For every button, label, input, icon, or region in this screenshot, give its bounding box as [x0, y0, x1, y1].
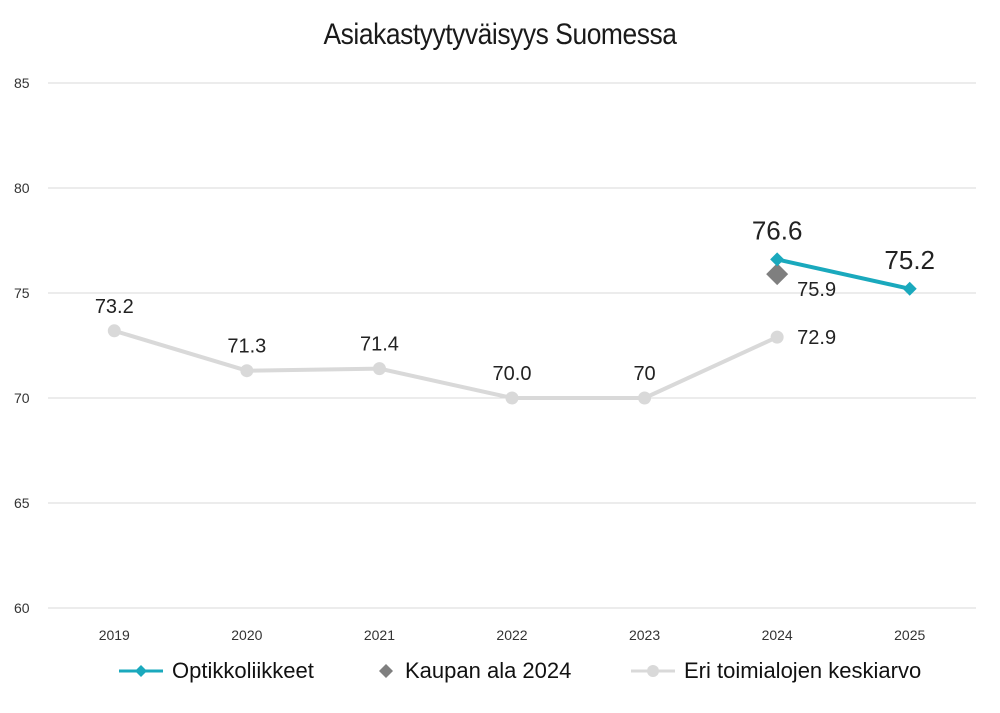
- x-axis-ticks: 2019 2020 2021 2022 2023 2024 2025: [99, 627, 926, 643]
- data-point-keskiarvo: [107, 324, 121, 338]
- legend-item-kaupan-ala: Kaupan ala 2024: [375, 654, 571, 688]
- x-tick-label: 2021: [364, 627, 395, 643]
- x-tick-label: 2025: [894, 627, 925, 643]
- y-tick-label: 60: [14, 600, 30, 616]
- data-point-keskiarvo: [240, 364, 254, 378]
- x-tick-label: 2020: [231, 627, 262, 643]
- data-label-keskiarvo: 73.2: [95, 296, 134, 318]
- legend: Optikkoliikkeet Kaupan ala 2024 Eri toim…: [0, 654, 1000, 688]
- y-tick-label: 65: [14, 495, 30, 511]
- data-point-kaupan-ala: [766, 263, 789, 286]
- gridlines: [48, 82, 976, 609]
- legend-label: Kaupan ala 2024: [405, 658, 572, 683]
- legend-item-keskiarvo: Eri toimialojen keskiarvo: [630, 654, 921, 688]
- data-label-optikkoliikkeet: 75.2: [884, 245, 935, 275]
- data-label-keskiarvo: 70.0: [493, 363, 532, 385]
- y-tick-label: 75: [14, 285, 30, 301]
- legend-marker-teal-diamond-icon: [119, 665, 163, 677]
- data-label-optikkoliikkeet: 76.6: [752, 215, 803, 245]
- y-axis-ticks: 60 65 70 75 80 85: [14, 75, 30, 616]
- data-point-optikkoliikkeet: [902, 281, 917, 296]
- legend-label: Optikkoliikkeet: [172, 658, 314, 683]
- x-tick-label: 2019: [99, 627, 130, 643]
- series-line-optikkoliikkeet: [776, 257, 911, 291]
- data-point-keskiarvo: [372, 362, 386, 376]
- data-label-kaupan-ala: 75.9: [797, 279, 836, 301]
- data-label-keskiarvo: 71.3: [227, 336, 266, 358]
- y-tick-label: 70: [14, 390, 30, 406]
- data-labels: 73.2 71.3 71.4 70.0 70 72.9 75.9 76.6 75.2: [95, 215, 935, 385]
- legend-marker-gray-diamond-icon: [379, 664, 393, 678]
- data-point-keskiarvo: [638, 391, 652, 405]
- series-line-keskiarvo: [113, 328, 778, 400]
- data-label-keskiarvo: 72.9: [797, 327, 836, 349]
- chart-title: Asiakastyytyväisyys Suomessa: [323, 18, 677, 51]
- y-tick-label: 80: [14, 180, 30, 196]
- x-tick-label: 2023: [629, 627, 660, 643]
- legend-item-optikkoliikkeet: Optikkoliikkeet: [118, 654, 314, 688]
- data-point-keskiarvo: [770, 330, 784, 344]
- x-tick-label: 2022: [496, 627, 527, 643]
- data-point-optikkoliikkeet: [770, 252, 785, 267]
- data-point-keskiarvo: [505, 391, 519, 405]
- x-tick-label: 2024: [762, 627, 793, 643]
- series-layer: [107, 252, 917, 405]
- data-label-keskiarvo: 71.4: [360, 334, 399, 356]
- data-label-keskiarvo: 70: [633, 363, 655, 385]
- legend-marker-gray-circle-icon: [631, 665, 675, 677]
- legend-label: Eri toimialojen keskiarvo: [684, 658, 922, 683]
- y-tick-label: 85: [14, 75, 30, 91]
